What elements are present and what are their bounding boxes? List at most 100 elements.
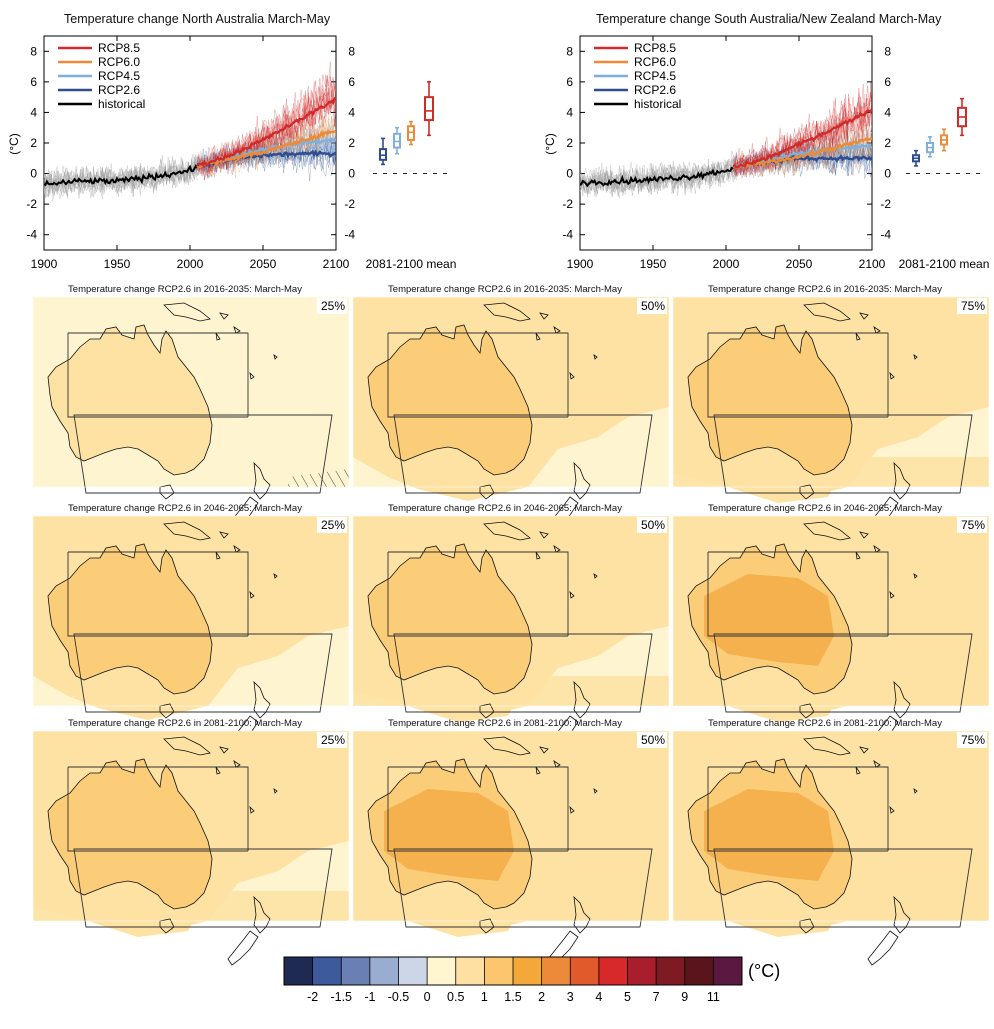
region-box-north bbox=[388, 766, 569, 851]
scenario-spread-line bbox=[197, 128, 336, 174]
coastline bbox=[593, 354, 598, 360]
colorbar-swatch bbox=[513, 957, 542, 985]
coastline bbox=[799, 918, 815, 934]
mean-boxplots bbox=[373, 81, 453, 174]
mean-label: 2081-2100 mean bbox=[366, 257, 457, 271]
warming-region bbox=[353, 676, 669, 706]
coastline bbox=[219, 531, 229, 539]
coastline bbox=[163, 736, 211, 756]
map-title: Temperature change RCP2.6 in 2081-2100: … bbox=[708, 718, 942, 729]
historical-spread-line bbox=[580, 161, 734, 194]
coastline bbox=[889, 371, 895, 380]
percentile-label: 50% bbox=[641, 733, 665, 747]
coastline bbox=[479, 918, 495, 934]
colorbar-label: 7 bbox=[653, 990, 660, 1004]
scenario-spread-line bbox=[197, 143, 336, 182]
plot-area bbox=[580, 82, 872, 199]
coastline bbox=[249, 590, 255, 599]
map-border bbox=[352, 296, 670, 488]
mean-boxplots bbox=[906, 97, 986, 174]
y-tick-label: -4 bbox=[26, 228, 37, 242]
map-panel: Temperature change RCP2.6 in 2081-2100: … bbox=[32, 718, 350, 966]
coastline bbox=[569, 590, 575, 599]
region-box-north bbox=[68, 551, 249, 636]
y-tick-label-right: 2 bbox=[348, 136, 355, 150]
y-tick-label-right: 4 bbox=[884, 105, 891, 119]
australia-strong-warming bbox=[72, 797, 184, 867]
coastline bbox=[687, 324, 853, 476]
legend-label: RCP2.6 bbox=[98, 83, 140, 97]
australia-strong-warming bbox=[384, 789, 514, 881]
coastline bbox=[855, 551, 861, 560]
colorbar-label: -0.5 bbox=[388, 990, 410, 1004]
y-tick-label: 2 bbox=[566, 136, 573, 150]
australia-warming bbox=[368, 325, 532, 475]
australia-strong-warming bbox=[704, 789, 834, 881]
australia-warming bbox=[48, 325, 212, 475]
x-tick-label: 2000 bbox=[713, 257, 740, 271]
region-box-south bbox=[73, 414, 333, 494]
colorbar-label: -2 bbox=[307, 990, 318, 1004]
region-box-north bbox=[388, 332, 569, 417]
coastline bbox=[249, 805, 255, 814]
percentile-box bbox=[317, 298, 347, 314]
y-tick-label-right: 8 bbox=[884, 44, 891, 58]
map-border bbox=[672, 515, 990, 707]
coastline bbox=[803, 736, 851, 756]
historical-mean-line bbox=[44, 164, 199, 187]
coastline bbox=[479, 484, 495, 500]
map-title: Temperature change RCP2.6 in 2016-2035: … bbox=[708, 284, 942, 295]
scenario-spread-line bbox=[733, 96, 872, 177]
region-box-north bbox=[708, 766, 889, 851]
percentile-box bbox=[317, 732, 347, 748]
colorbar-swatch bbox=[369, 957, 399, 985]
scenario-mean-line bbox=[732, 109, 872, 169]
y-tick-label-right: 8 bbox=[348, 44, 355, 58]
scenario-spread-line bbox=[197, 118, 336, 177]
scenario-spread-line bbox=[197, 74, 336, 175]
percentile-box bbox=[957, 298, 987, 314]
map-title: Temperature change RCP2.6 in 2016-2035: … bbox=[388, 284, 622, 295]
australia-strong-warming bbox=[392, 582, 504, 652]
scenario-spread-line bbox=[197, 79, 336, 178]
coastline bbox=[889, 805, 895, 814]
percentile-label: 75% bbox=[961, 299, 985, 313]
historical-spread-line bbox=[44, 160, 198, 195]
map-content bbox=[353, 731, 669, 966]
coastline bbox=[913, 573, 918, 579]
map-border bbox=[32, 730, 350, 922]
x-tick-label: 2000 bbox=[177, 257, 204, 271]
region-box-south bbox=[713, 414, 973, 494]
legend-label: RCP8.5 bbox=[634, 41, 676, 55]
y-tick-label: 4 bbox=[30, 105, 37, 119]
y-tick-label-right: 4 bbox=[348, 105, 355, 119]
colorbar-swatch bbox=[455, 957, 485, 985]
y-tick-label-right: 2 bbox=[884, 136, 891, 150]
coastline bbox=[535, 766, 541, 775]
coastline bbox=[233, 326, 241, 334]
percentile-label: 25% bbox=[321, 299, 345, 313]
colorbar-label: 9 bbox=[681, 990, 688, 1004]
percentile-box bbox=[637, 517, 667, 533]
map-border bbox=[672, 730, 990, 922]
coastline bbox=[535, 551, 541, 560]
map-panel: Temperature change RCP2.6 in 2046-2065: … bbox=[672, 503, 990, 751]
coastline bbox=[803, 521, 851, 541]
legend-label: RCP8.5 bbox=[98, 41, 140, 55]
colorbar-swatch bbox=[398, 957, 428, 985]
percentile-box bbox=[957, 732, 987, 748]
y-tick-label: 0 bbox=[566, 167, 573, 181]
x-tick-label: 2100 bbox=[323, 257, 350, 271]
coastline bbox=[867, 930, 899, 966]
legend-label: RCP4.5 bbox=[98, 69, 140, 83]
y-tick-label: -2 bbox=[26, 197, 37, 211]
plot-area bbox=[44, 61, 336, 202]
colorbar-label: 2 bbox=[538, 990, 545, 1004]
y-tick-label: 8 bbox=[566, 44, 573, 58]
coastline bbox=[873, 545, 881, 553]
map-title: Temperature change RCP2.6 in 2081-2100: … bbox=[68, 718, 302, 729]
coastline bbox=[483, 736, 531, 756]
map-content bbox=[673, 297, 989, 532]
